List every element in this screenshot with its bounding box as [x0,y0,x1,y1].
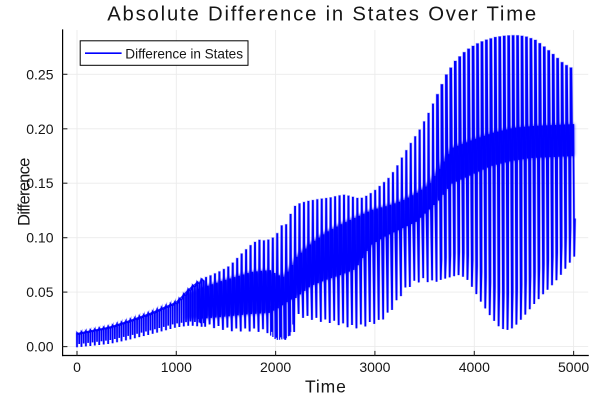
svg-text:5000: 5000 [558,359,589,375]
svg-text:0.20: 0.20 [26,121,53,137]
svg-text:0.15: 0.15 [26,175,53,191]
svg-text:Time: Time [305,377,346,397]
svg-text:2000: 2000 [260,359,291,375]
svg-text:0: 0 [73,359,81,375]
svg-text:1000: 1000 [161,359,192,375]
svg-text:0.05: 0.05 [26,284,53,300]
svg-text:0.10: 0.10 [26,230,53,246]
svg-text:Absolute Difference in States: Absolute Difference in States Over Time [107,4,536,26]
svg-text:0.00: 0.00 [26,339,53,355]
svg-text:3000: 3000 [359,359,390,375]
svg-text:Difference: Difference [14,158,33,226]
svg-text:Difference in States: Difference in States [125,46,243,61]
svg-text:0.25: 0.25 [26,66,53,82]
svg-text:4000: 4000 [459,359,490,375]
